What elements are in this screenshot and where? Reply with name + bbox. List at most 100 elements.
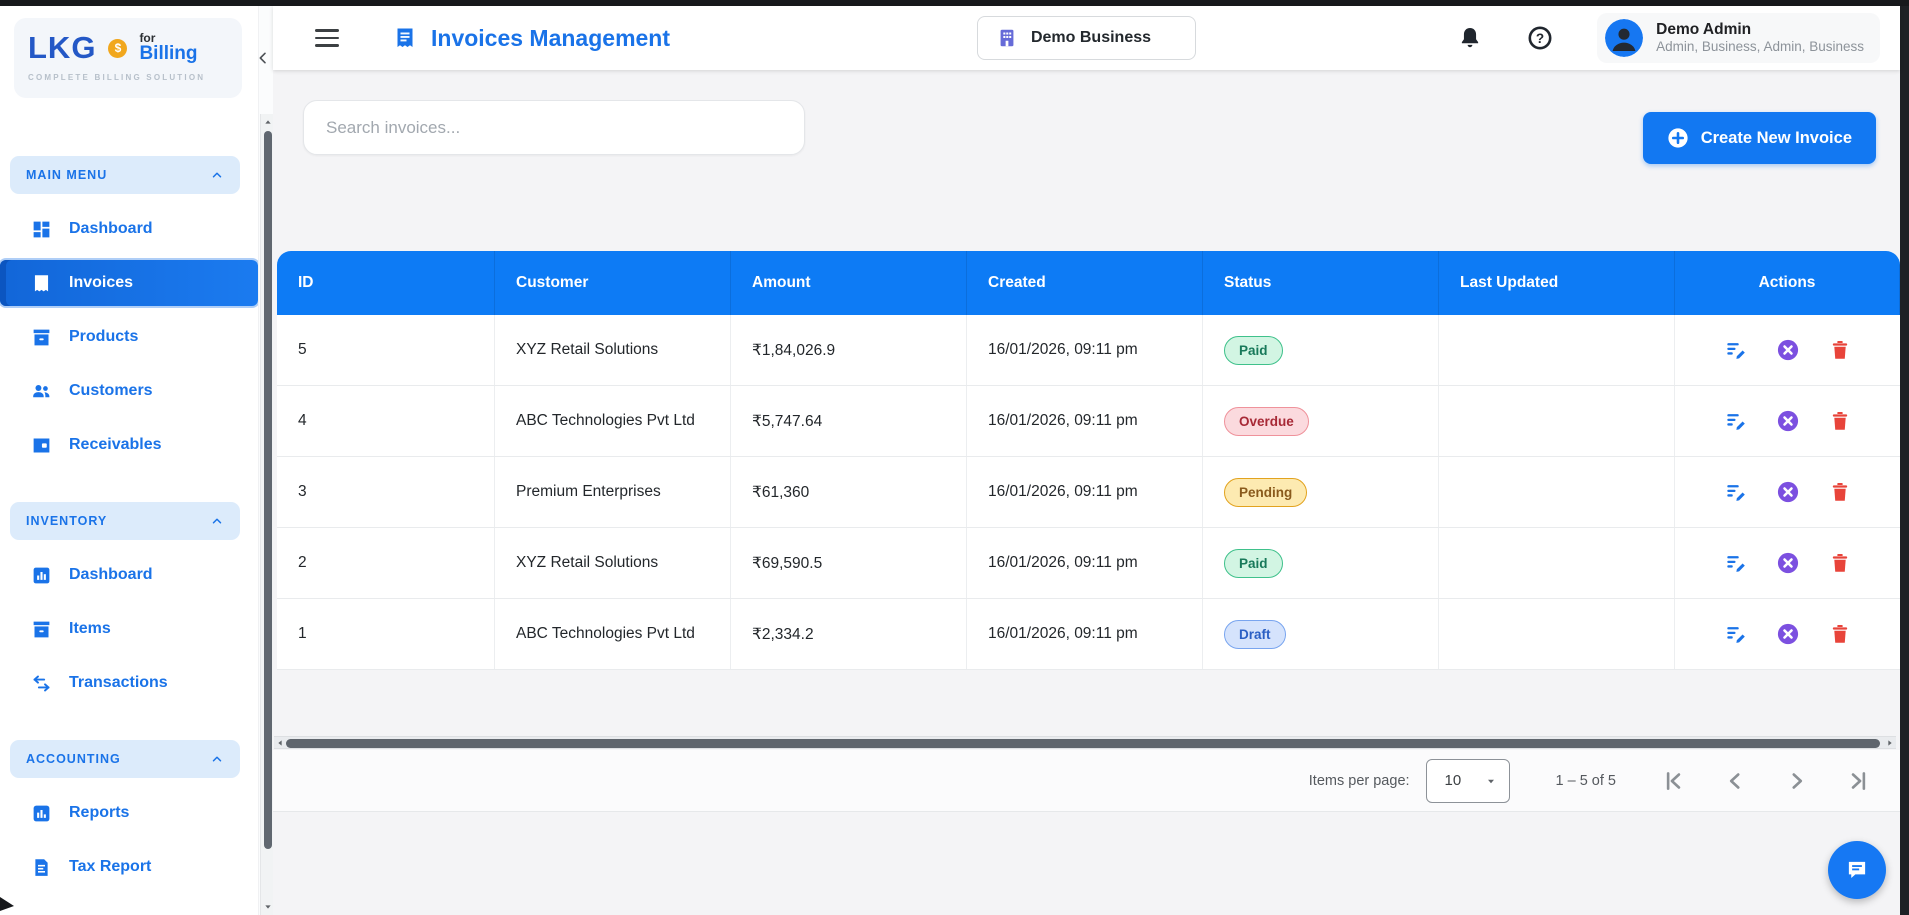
sidebar-item-invoices[interactable]: Invoices	[0, 260, 258, 306]
sidebar-item-receivables[interactable]: Receivables	[0, 422, 258, 468]
section-label: INVENTORY	[26, 514, 108, 528]
cell-status: Draft	[1203, 599, 1439, 669]
menu-toggle-button[interactable]	[315, 29, 339, 47]
cancel-invoice-icon[interactable]	[1776, 410, 1799, 432]
create-invoice-label: Create New Invoice	[1700, 128, 1852, 147]
sidebar-item-dashboard[interactable]: Dashboard	[0, 206, 258, 252]
cell-amount: ₹1,84,026.9	[731, 315, 967, 385]
business-selector[interactable]: Demo Business	[976, 16, 1197, 60]
items-per-page-select[interactable]: 10	[1425, 758, 1510, 803]
cell-actions	[1675, 528, 1900, 598]
horizontal-scroll-thumb[interactable]	[286, 739, 1880, 748]
table-row: 1 ABC Technologies Pvt Ltd ₹2,334.2 16/0…	[277, 599, 1900, 670]
swap-arrows-icon	[33, 675, 50, 691]
previous-page-icon	[1729, 772, 1740, 789]
logo-product-text: Billing	[139, 43, 198, 65]
column-header-customer: Customer	[495, 251, 731, 315]
section-label: ACCOUNTING	[26, 752, 121, 766]
sidebar-item-products[interactable]: Products	[0, 314, 258, 360]
sidebar-item-label: Tax Report	[69, 858, 152, 875]
help-icon[interactable]	[1527, 25, 1553, 51]
sidebar-item-customers[interactable]: Customers	[0, 368, 258, 414]
delete-invoice-icon[interactable]	[1829, 552, 1851, 574]
cell-customer: ABC Technologies Pvt Ltd	[495, 386, 731, 456]
section-header-accounting[interactable]: ACCOUNTING	[10, 740, 240, 778]
cell-last-updated	[1439, 386, 1675, 456]
items-per-page-value: 10	[1444, 772, 1462, 789]
cell-id: 4	[277, 386, 495, 456]
sidebar-item-label: Products	[69, 328, 139, 345]
create-invoice-button[interactable]: Create New Invoice	[1642, 112, 1876, 164]
sidebar-item-label: Reports	[69, 804, 130, 821]
sidebar-nav: MAIN MENU Dashboard Invoices Products	[0, 156, 258, 890]
scroll-right-arrow-icon[interactable]	[1886, 739, 1894, 747]
last-page-button[interactable]	[1846, 768, 1872, 794]
cancel-invoice-icon[interactable]	[1776, 481, 1799, 503]
cell-actions	[1675, 315, 1900, 385]
people-icon	[33, 384, 50, 397]
table-horizontal-scrollbar[interactable]	[274, 736, 1896, 749]
avatar	[1605, 19, 1644, 57]
next-page-button[interactable]	[1784, 768, 1810, 794]
sidebar-scroll-track[interactable]	[260, 114, 273, 915]
user-name: Demo Admin	[1656, 20, 1752, 38]
sidebar-item-label: Items	[69, 620, 111, 637]
cell-id: 5	[277, 315, 495, 385]
status-badge: Paid	[1224, 548, 1283, 578]
previous-page-button[interactable]	[1722, 768, 1748, 794]
chat-support-button[interactable]	[1828, 841, 1886, 899]
logo-tagline: COMPLETE BILLING SOLUTION	[28, 73, 206, 82]
scroll-down-arrow-icon[interactable]	[264, 903, 272, 911]
section-header-main-menu[interactable]: MAIN MENU	[10, 156, 240, 194]
cell-actions	[1675, 599, 1900, 669]
sidebar-scroll-thumb[interactable]	[264, 131, 272, 849]
section-header-inventory[interactable]: INVENTORY	[10, 502, 240, 540]
edit-invoice-icon[interactable]	[1725, 623, 1747, 645]
receipt-icon	[397, 28, 413, 47]
cancel-invoice-icon[interactable]	[1776, 552, 1799, 574]
plus-circle-icon	[1666, 127, 1689, 149]
cancel-invoice-icon[interactable]	[1776, 339, 1799, 361]
column-header-status: Status	[1203, 251, 1439, 315]
edit-invoice-icon[interactable]	[1725, 339, 1747, 361]
cell-customer: XYZ Retail Solutions	[495, 528, 731, 598]
delete-invoice-icon[interactable]	[1829, 623, 1851, 645]
sidebar-item-transactions[interactable]: Transactions	[0, 660, 258, 706]
scroll-left-arrow-icon[interactable]	[276, 739, 284, 747]
cell-created: 16/01/2026, 09:11 pm	[967, 457, 1203, 527]
last-page-icon	[1851, 771, 1866, 790]
delete-invoice-icon[interactable]	[1829, 410, 1851, 432]
wallet-icon	[33, 438, 50, 452]
table-row: 2 XYZ Retail Solutions ₹69,590.5 16/01/2…	[277, 528, 1900, 599]
edit-invoice-icon[interactable]	[1725, 481, 1747, 503]
sidebar-collapse-icon[interactable]	[255, 50, 271, 66]
sidebar-item-reports[interactable]: Reports	[0, 790, 258, 836]
column-header-amount: Amount	[731, 251, 967, 315]
cell-amount: ₹2,334.2	[731, 599, 967, 669]
sidebar-scrollbar[interactable]	[258, 6, 273, 915]
first-page-button[interactable]	[1660, 768, 1686, 794]
page-title: Invoices Management	[431, 24, 671, 51]
document-icon	[35, 858, 48, 876]
cancel-invoice-icon[interactable]	[1776, 623, 1799, 645]
cell-customer: ABC Technologies Pvt Ltd	[495, 599, 731, 669]
notifications-bell-icon[interactable]	[1457, 25, 1483, 51]
sidebar: LKG $ for Billing COMPLETE BILLING SOLUT…	[0, 6, 258, 915]
edit-invoice-icon[interactable]	[1725, 552, 1747, 574]
column-header-last-updated: Last Updated	[1439, 251, 1675, 315]
user-profile-button[interactable]: Demo Admin Admin, Business, Admin, Busin…	[1597, 13, 1880, 63]
sidebar-item-items[interactable]: Items	[0, 606, 258, 652]
scroll-up-arrow-icon[interactable]	[264, 118, 272, 126]
search-input[interactable]	[303, 100, 805, 155]
edit-invoice-icon[interactable]	[1725, 410, 1747, 432]
delete-invoice-icon[interactable]	[1829, 339, 1851, 361]
receipt-icon	[34, 274, 49, 291]
user-roles: Admin, Business, Admin, Business	[1656, 39, 1864, 55]
sidebar-item-tax-report[interactable]: Tax Report	[0, 844, 258, 890]
cell-status: Overdue	[1203, 386, 1439, 456]
chevron-up-icon	[212, 172, 222, 178]
status-badge: Pending	[1224, 477, 1308, 507]
delete-invoice-icon[interactable]	[1829, 481, 1851, 503]
sidebar-item-inventory-dashboard[interactable]: Dashboard	[0, 552, 258, 598]
